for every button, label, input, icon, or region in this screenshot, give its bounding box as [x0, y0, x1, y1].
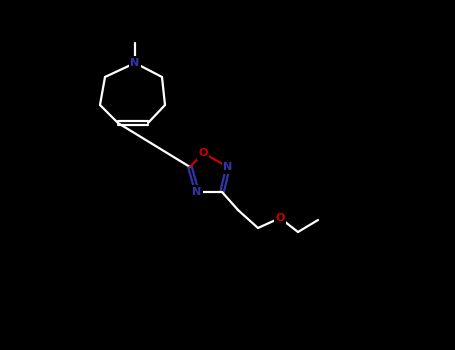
Text: N: N: [223, 162, 233, 172]
Text: O: O: [275, 213, 285, 223]
Text: N: N: [131, 58, 140, 68]
Text: N: N: [192, 187, 202, 197]
Text: O: O: [198, 148, 207, 158]
